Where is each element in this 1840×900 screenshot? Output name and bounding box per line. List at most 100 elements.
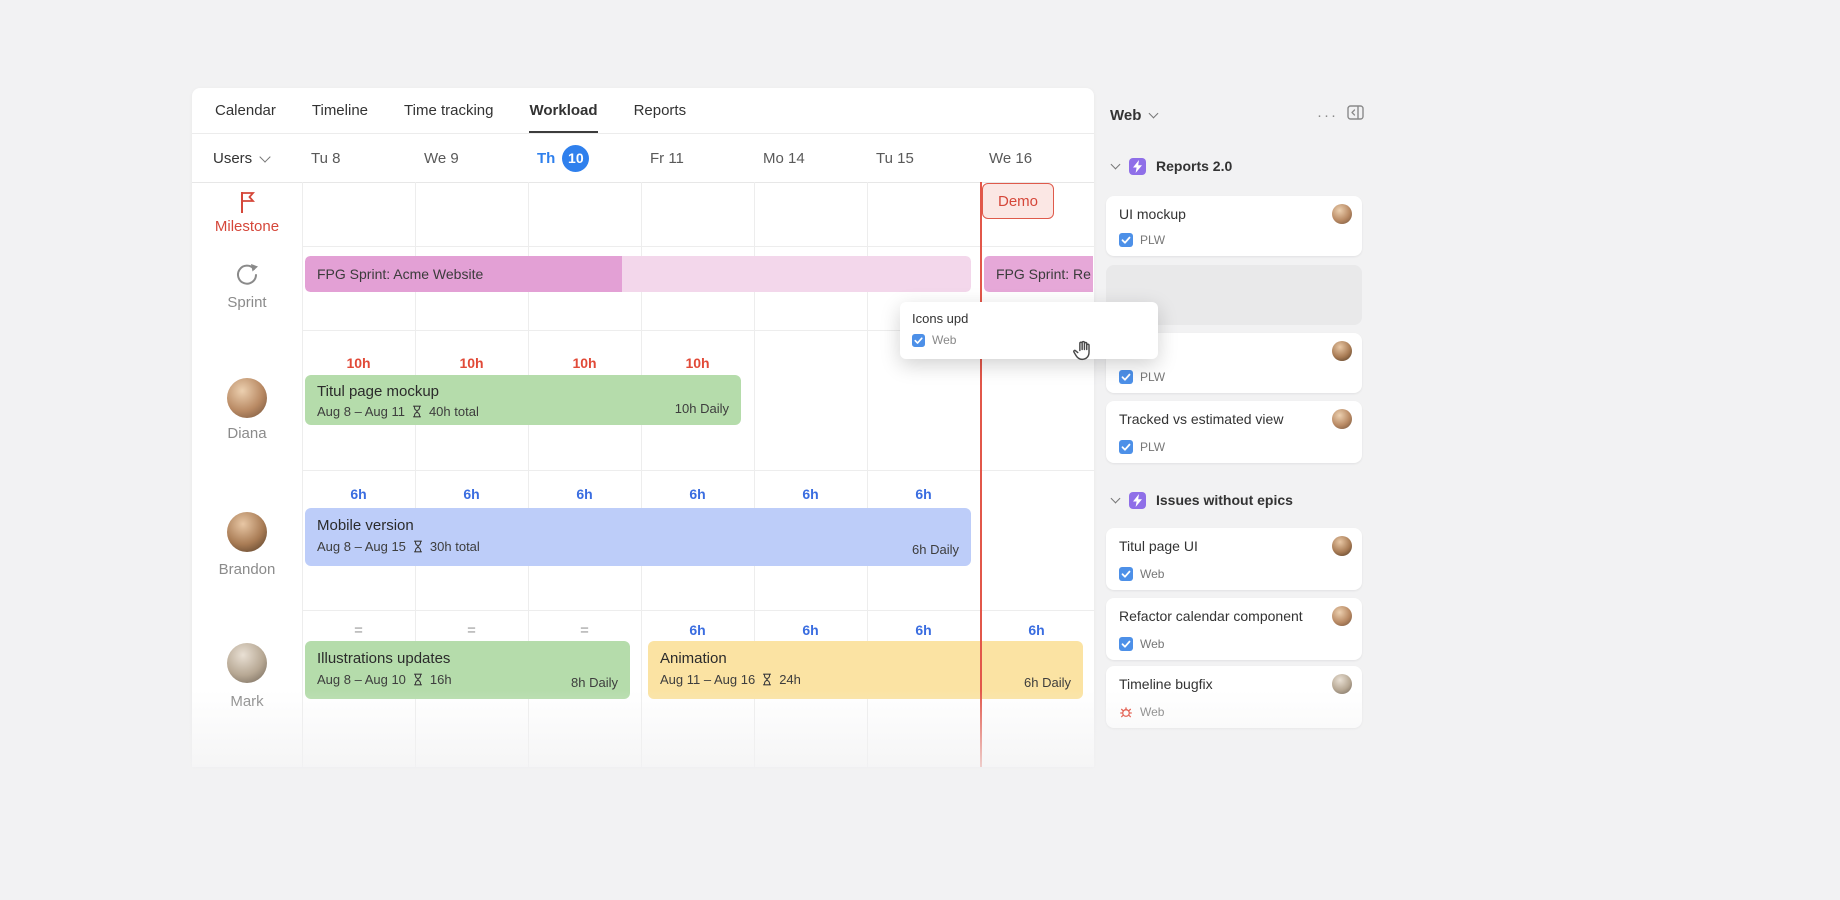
card-ui-mockup[interactable]: UI mockup PLW [1106,196,1362,256]
bug-icon[interactable] [1119,705,1133,719]
card-tag: Web [1119,705,1164,719]
card-title: Titul page UI [1119,538,1198,554]
avatar-brandon [192,512,302,552]
chevron-down-icon[interactable] [1110,159,1121,170]
grid-header: Users Tu 8 We 9 Th 10 Fr 11 Mo 14 Tu 15 … [192,134,1094,183]
task-total: 24h [779,672,801,687]
hourglass-icon [411,405,423,418]
drag-card-title: Icons upd [912,311,969,326]
capacity-label: 10h [346,355,371,371]
day-header-today-label: Th [537,149,556,167]
hourglass-icon [761,673,773,686]
flag-icon [192,190,302,219]
task-daily: 6h Daily [912,542,959,557]
users-selector-label: Users [213,149,253,167]
task-daily: 10h Daily [674,401,729,416]
task-dates: Aug 8 – Aug 11 [317,404,405,419]
grid-column-line [867,182,868,767]
sprint-elapsed-segment [305,256,622,292]
tab-workload[interactable]: Workload [529,88,597,133]
sidebar-title[interactable]: Web [1110,106,1142,124]
capacity-label: 10h [572,355,597,371]
task-total: 40h total [428,404,479,419]
card-tag-label: PLW [1140,440,1166,454]
sprint-bar-label: FPG Sprint: Re [996,266,1091,282]
ellipsis-icon[interactable]: ··· [1317,106,1338,124]
users-selector[interactable]: Users [213,134,271,182]
user-name-diana: Diana [227,425,267,442]
lightning-icon [1129,157,1146,175]
task-title: Animation [660,650,727,667]
task-meta: Aug 11 – Aug 16 24h [660,672,1071,687]
section-header-issues: Issues without epics [1110,490,1293,510]
capacity-label: 6h [915,622,932,638]
task-bar-illustrations-updates[interactable]: Illustrations updates Aug 8 – Aug 10 16h… [305,641,630,699]
task-daily: 8h Daily [571,675,618,690]
tab-bar: Calendar Timeline Time tracking Workload… [192,88,1094,134]
checkbox-icon[interactable] [1119,637,1133,651]
drag-card-tag-label: Web [932,333,957,347]
chevron-down-icon[interactable] [1110,493,1121,504]
grid-column-line [528,182,529,767]
grid-column-line [302,182,303,767]
day-header-tu15: Tu 15 [876,149,914,167]
checkbox-icon [912,333,925,347]
card-refactor-calendar[interactable]: Refactor calendar component Web [1106,598,1362,660]
task-bar-titul-page-mockup[interactable]: Titul page mockup Aug 8 – Aug 11 40h tot… [305,375,741,425]
capacity-label: = [580,622,589,639]
capacity-label: 6h [463,486,480,502]
sprint-bar-acme[interactable]: FPG Sprint: Acme Website [305,256,971,292]
task-meta: Aug 8 – Aug 15 30h total [317,539,959,554]
avatar [1332,606,1352,626]
capacity-label: = [354,622,363,639]
task-bar-mobile-version[interactable]: Mobile version Aug 8 – Aug 15 30h total … [305,508,971,566]
milestone-demo[interactable]: Demo [982,183,1054,219]
task-title: Illustrations updates [317,650,451,667]
card-tag-label: Web [1140,637,1165,651]
task-title: Titul page mockup [317,383,440,400]
tab-reports[interactable]: Reports [633,102,687,119]
grid-column-line [415,182,416,767]
checkbox-icon[interactable] [1119,440,1133,454]
user-name-mark: Mark [230,693,264,710]
chevron-down-icon[interactable] [1148,108,1159,119]
checkbox-icon[interactable] [1119,370,1133,384]
card-title: UI mockup [1119,206,1186,222]
card-tag-label: Web [1140,567,1165,581]
card-titul-page-ui[interactable]: Titul page UI Web [1106,528,1362,590]
section-title: Reports 2.0 [1156,158,1233,174]
hand-cursor-icon [1071,338,1096,368]
checkbox-icon[interactable] [1119,567,1133,581]
card-tag: PLW [1119,370,1165,384]
checkbox-icon[interactable] [1119,233,1133,247]
avatar [1332,409,1352,429]
day-header-fr11: Fr 11 [650,149,684,167]
task-total: 16h [429,672,452,687]
avatar [1332,674,1352,694]
avatar [1332,204,1352,224]
card-tracked-vs-estimated[interactable]: Tracked vs estimated view PLW [1106,401,1362,463]
loop-arrow-icon [192,262,302,293]
capacity-label: 6h [802,486,819,502]
task-meta: Aug 8 – Aug 10 16h [317,672,618,687]
grid-row-line [302,470,1094,471]
tab-calendar[interactable]: Calendar [215,102,276,119]
card-tag: PLW [1119,440,1165,454]
tab-time-tracking[interactable]: Time tracking [404,102,494,119]
workload-panel: Calendar Timeline Time tracking Workload… [192,88,1094,767]
backlog-sidebar: Web ··· Reports 2.0 UI mockup PLW [1096,88,1376,767]
drag-ghost-card: Icons upd Web [900,302,1158,359]
avatar [1332,341,1352,361]
task-dates: Aug 8 – Aug 15 [317,539,406,554]
section-header-reports: Reports 2.0 [1110,156,1233,176]
day-header-tu8: Tu 8 [311,149,341,167]
card-timeline-bugfix[interactable]: Timeline bugfix Web [1106,666,1362,728]
panel-toggle-icon[interactable] [1347,105,1364,125]
chevron-down-icon [259,150,271,163]
sprint-row-label: Sprint [227,294,267,311]
sprint-bar-second[interactable]: FPG Sprint: Re [984,256,1093,292]
capacity-label: 6h [802,622,819,638]
tab-timeline[interactable]: Timeline [311,102,369,119]
task-bar-animation[interactable]: Animation Aug 11 – Aug 16 24h 6h Daily [648,641,1083,699]
hourglass-icon [412,540,424,553]
